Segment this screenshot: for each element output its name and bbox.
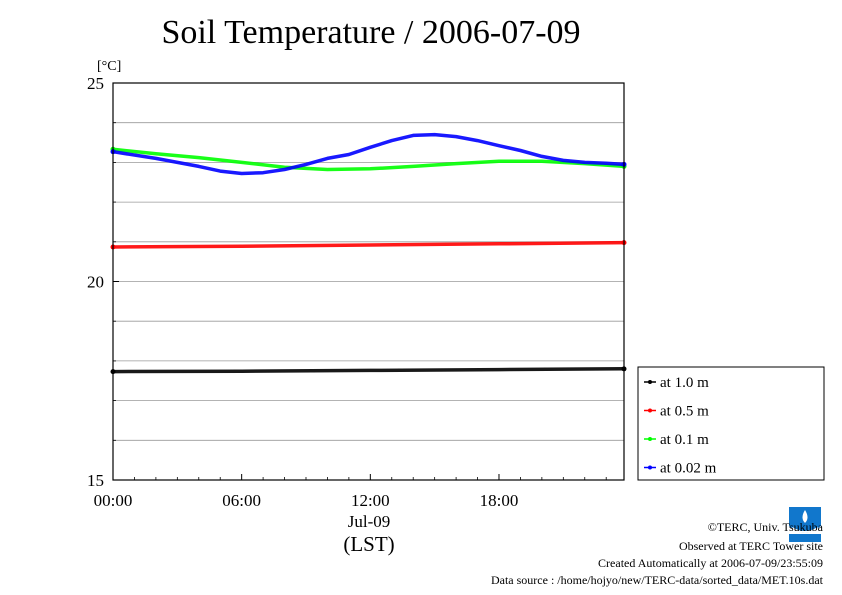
y-tick-label-20: 20	[87, 273, 104, 292]
terc-logo-icon	[786, 504, 824, 542]
series-line-at-0-5-m	[111, 240, 626, 249]
series-line-at-0-02-m	[111, 132, 626, 176]
x-tick-label-0: 00:00	[94, 491, 133, 510]
legend-marker-at-0-5-m	[648, 408, 652, 413]
legend-marker-at-1-0-m	[648, 380, 652, 384]
y-tick-label-15: 15	[87, 471, 104, 490]
axis-ticks	[112, 82, 607, 481]
legend-marker-at-0-1-m	[648, 437, 652, 441]
legend-label-at-1-0-m: at 1.0 m	[660, 375, 709, 391]
x-tick-label-6: 06:00	[222, 491, 261, 510]
x-tick-label-18: 18:00	[480, 491, 519, 510]
x-axis-timezone-label: (LST)	[343, 532, 394, 556]
legend-label-at-0-02-m: at 0.02 m	[660, 461, 717, 477]
legend: at 1.0 m at 0.5 m at 0.1 m at 0.02 m	[637, 366, 825, 481]
legend-marker-at-0-02-m	[648, 465, 652, 470]
footer-data-source: Data source : /home/hojyo/new/TERC-data/…	[490, 573, 823, 587]
legend-label-at-0-1-m: at 0.1 m	[660, 432, 709, 448]
footer-observed: Observed at TERC Tower site	[678, 539, 823, 553]
y-axis-unit-label: [°C]	[97, 59, 121, 74]
x-tick-label-12: 12:00	[351, 491, 390, 510]
y-tick-label-25: 25	[87, 74, 104, 93]
series-line-at-1-0-m	[111, 367, 626, 374]
footer-copyright: ©TERC, Univ. Tsukuba	[707, 520, 823, 534]
axis-tick-labels: 15 20 25 00:00 06:00 12:00 18:00	[87, 74, 518, 510]
legend-box	[637, 366, 825, 481]
chart-title: Soil Temperature / 2006-07-09	[161, 14, 581, 51]
footer-created: Created Automatically at 2006-07-09/23:5…	[598, 556, 823, 570]
gridlines	[113, 122, 624, 441]
series-layer	[110, 132, 627, 375]
legend-label-at-0-5-m: at 0.5 m	[660, 404, 709, 420]
x-axis-date-label: Jul-09	[348, 512, 391, 531]
series-line-at-0-1-m	[111, 147, 626, 172]
